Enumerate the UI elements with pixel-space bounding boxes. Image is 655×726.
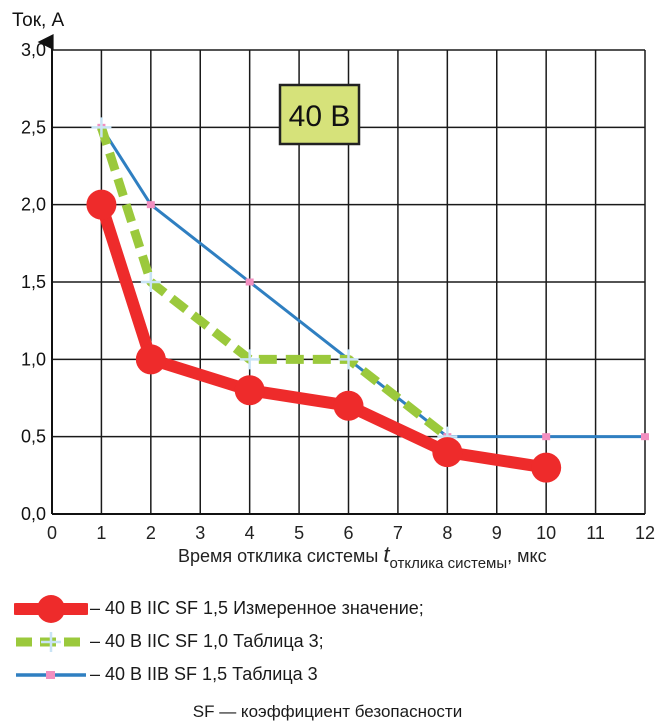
x-tick-label: 12 [635,523,655,543]
x-tick-label: 10 [536,523,556,543]
y-tick-label: 1,0 [21,349,46,369]
legend: – 40 В IIC SF 1,5 Измеренное значение; –… [14,592,644,691]
legend-item-iic-table: – 40 В IIC SF 1,0 Таблица 3; [14,625,644,658]
y-tick-label: 0,0 [21,504,46,524]
x-tick-label: 0 [47,523,57,543]
x-axis-label-main: Время отклика системы [178,546,383,566]
legend-label-measured: – 40 В IIC SF 1,5 Измеренное значение; [90,598,424,618]
point-iic-table [338,349,359,370]
legend-item-iib-table: – 40 В IIB SF 1,5 Таблица 3 [14,658,644,691]
y-tick-label: 0,5 [21,427,46,447]
y-tick-label: 2,5 [21,117,46,137]
x-tick-label: 5 [294,523,304,543]
y-axis-label: Ток, А [12,10,65,31]
point-measured [234,375,265,406]
legend-swatch-iib-table [16,670,86,679]
point-measured [432,437,463,468]
x-tick-label: 6 [343,523,353,543]
x-tick-label: 9 [492,523,502,543]
x-tick-label: 8 [442,523,452,543]
legend-label-iib-table: – 40 В IIB SF 1,5 Таблица 3 [90,664,318,684]
legend-swatch-iic-table [16,631,86,652]
point-iic-table [91,117,112,138]
point-iib-table [641,433,649,441]
x-axis-label: Время отклика системы tотклика системы, … [178,542,547,572]
footnote: SF — коэффициент безопасности [192,702,463,721]
x-tick-label: 7 [393,523,403,543]
x-tick-label: 3 [195,523,205,543]
series-line-measured [95,198,553,474]
x-axis-label-sub: отклика системы [389,555,507,572]
point-measured [333,390,364,421]
legend-item-measured: – 40 В IIC SF 1,5 Измеренное значение; [14,592,644,625]
point-measured [86,189,117,220]
point-iic-table [140,272,161,292]
y-tick-label: 3,0 [21,40,46,60]
ticks: 0 1 2 3 4 5 6 7 8 9 10 11 120,00,51,01,52,02,53,0 [21,40,655,543]
axes [37,34,645,515]
annotation-box: 40 В [278,83,361,146]
series-layer [86,117,649,483]
chart: 0 1 2 3 4 5 6 7 8 9 10 11 120,00,51,01,52,02,53,0 40… [12,10,655,572]
x-axis-label-unit: , мкс [507,546,546,566]
x-tick-label: 2 [146,523,156,543]
point-iib-table [245,278,254,286]
point-measured [135,344,166,375]
point-measured [531,452,562,483]
legend-swatch-measured [14,594,88,623]
x-axis-label-var: t [383,542,390,567]
y-tick-label: 1,5 [21,272,46,292]
legend-label-iic-table: – 40 В IIC SF 1,0 Таблица 3; [90,631,324,651]
annotation-label: 40 В [289,100,351,133]
y-tick-label: 2,0 [21,195,46,215]
point-iib-table [146,201,155,209]
point-iic-table [239,349,260,370]
point-iib-table [542,433,551,441]
x-tick-label: 4 [245,523,255,543]
x-tick-label: 11 [586,523,605,543]
x-tick-label: 1 [96,523,106,543]
